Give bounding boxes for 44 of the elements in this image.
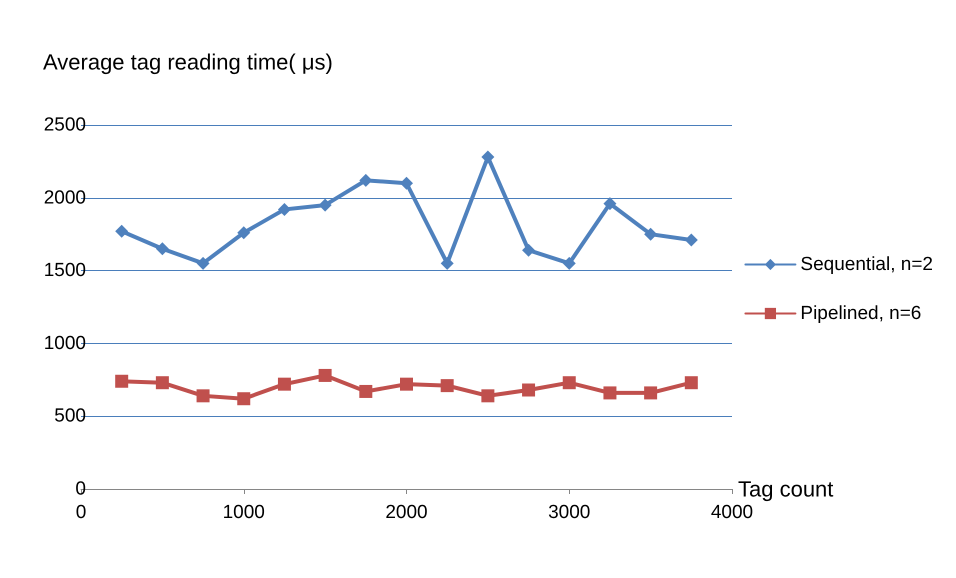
point bbox=[237, 392, 250, 406]
y-tick-label: 1000 bbox=[44, 332, 86, 354]
y-tick-label: 1500 bbox=[44, 260, 86, 282]
point bbox=[318, 198, 332, 212]
point bbox=[196, 256, 210, 270]
x-axis-title: Tag count bbox=[738, 476, 834, 502]
point bbox=[237, 226, 250, 240]
legend-label: Sequential, n=2 bbox=[800, 254, 934, 275]
x-tick-label: 1000 bbox=[222, 502, 265, 523]
point bbox=[644, 386, 658, 400]
point bbox=[196, 389, 210, 402]
point bbox=[522, 244, 536, 257]
x-tick-label: 3000 bbox=[548, 502, 590, 523]
point bbox=[440, 379, 454, 392]
point bbox=[400, 378, 413, 391]
x-tick-label: 4000 bbox=[710, 502, 754, 523]
point bbox=[278, 378, 291, 391]
y-tick-label: 0 bbox=[75, 478, 86, 500]
point bbox=[644, 228, 658, 241]
point bbox=[115, 224, 128, 238]
point bbox=[318, 368, 332, 382]
point bbox=[359, 174, 372, 187]
legend-label: Pipelined, n=6 bbox=[800, 303, 922, 324]
point bbox=[481, 389, 494, 402]
y-tick-label: 2500 bbox=[44, 114, 86, 136]
point bbox=[359, 384, 372, 398]
point bbox=[156, 242, 169, 256]
point bbox=[156, 376, 169, 390]
point bbox=[603, 197, 616, 210]
point bbox=[481, 150, 494, 164]
point bbox=[400, 176, 413, 190]
point bbox=[562, 376, 576, 390]
point bbox=[684, 234, 698, 247]
point bbox=[522, 383, 536, 396]
point bbox=[603, 386, 616, 400]
y-axis-title: Average tag reading time( μs) bbox=[43, 50, 333, 74]
point bbox=[440, 256, 454, 270]
y-tick-label: 500 bbox=[54, 406, 86, 427]
point bbox=[562, 256, 576, 270]
point bbox=[115, 374, 128, 388]
y-tick-label: 2000 bbox=[44, 187, 86, 208]
point bbox=[684, 376, 698, 390]
x-tick-label: 2000 bbox=[385, 502, 428, 523]
point bbox=[278, 202, 291, 216]
